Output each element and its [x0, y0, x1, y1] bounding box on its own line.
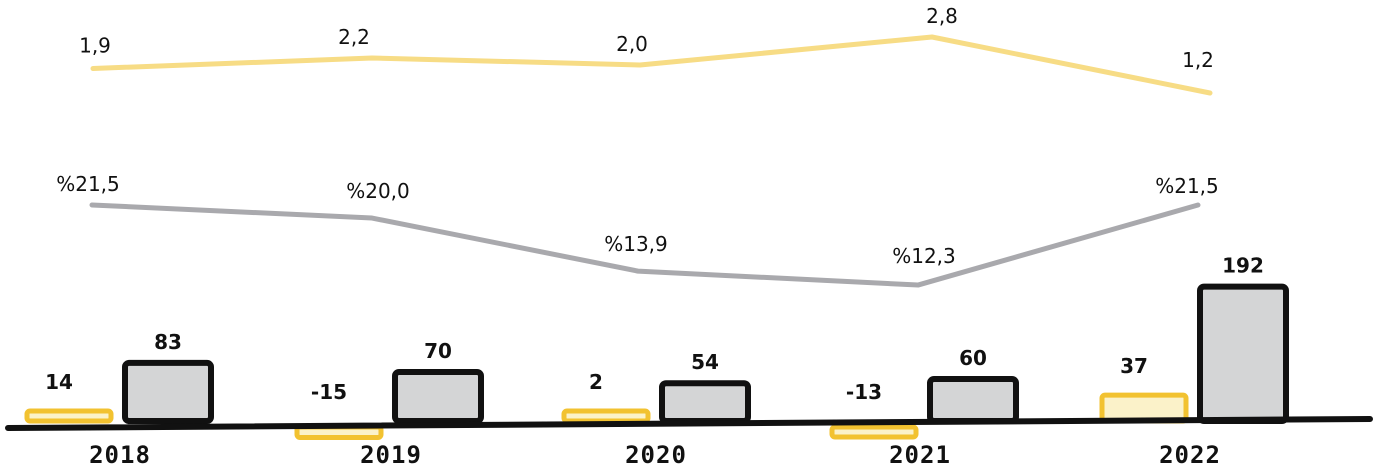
bar-grey-2019	[392, 369, 484, 424]
line-mid-label-2020: %13,9	[604, 232, 668, 256]
bar-label-yellow-2019: -15	[311, 380, 347, 404]
line-mid-label-2021: %12,3	[892, 244, 956, 268]
x-axis	[5, 416, 1373, 431]
bar-label-yellow-2020: 2	[589, 370, 603, 394]
line-top-label-2020: 2,0	[616, 32, 648, 56]
bar-yellow-2020	[561, 408, 651, 424]
line-series-top: 1,9 2,2 2,0 2,8 1,2	[79, 4, 1214, 96]
bar-yellow-2022	[1099, 392, 1189, 424]
line-top-path	[90, 34, 1213, 96]
line-mid-label-2018: %21,5	[56, 172, 120, 196]
line-top-label-2019: 2,2	[338, 25, 370, 49]
bar-label-grey-2019: 70	[424, 339, 452, 363]
bar-label-yellow-2021: -13	[846, 380, 882, 404]
bar-yellow-2021	[829, 424, 919, 440]
bar-group	[24, 283, 1289, 440]
bar-grey-2018	[122, 359, 214, 424]
bar-label-grey-2021: 60	[959, 346, 987, 370]
x-tick-2022: 2022	[1159, 441, 1221, 469]
line-top-label-2018: 1,9	[79, 34, 111, 58]
line-series-middle: %21,5 %20,0 %13,9 %12,3 %21,5	[56, 172, 1219, 288]
x-tick-2019: 2019	[360, 441, 422, 469]
bar-label-yellow-2018: 14	[45, 370, 73, 394]
bar-label-grey-2022: 192	[1222, 254, 1264, 278]
bar-label-yellow-2022: 37	[1120, 354, 1148, 378]
bar-grey-2022	[1197, 283, 1289, 424]
line-mid-label-2022: %21,5	[1155, 174, 1219, 198]
x-tick-labels: 2018 2019 2020 2021 2022	[89, 441, 1221, 469]
bar-grey-2020	[659, 380, 751, 425]
x-tick-2018: 2018	[89, 441, 151, 469]
bar-labels: 14 83 -15 70 2 54 -13 60 37 192	[45, 254, 1264, 404]
bar-label-grey-2020: 54	[691, 350, 719, 374]
x-tick-2021: 2021	[889, 441, 951, 469]
line-top-label-2021: 2,8	[926, 4, 958, 28]
bar-grey-2021	[927, 376, 1019, 424]
x-tick-2020: 2020	[625, 441, 687, 469]
line-top-label-2022: 1,2	[1182, 48, 1214, 72]
line-mid-path	[89, 202, 1201, 288]
bar-yellow-2018	[24, 408, 114, 424]
line-mid-label-2019: %20,0	[346, 179, 410, 203]
bar-label-grey-2018: 83	[154, 330, 182, 354]
